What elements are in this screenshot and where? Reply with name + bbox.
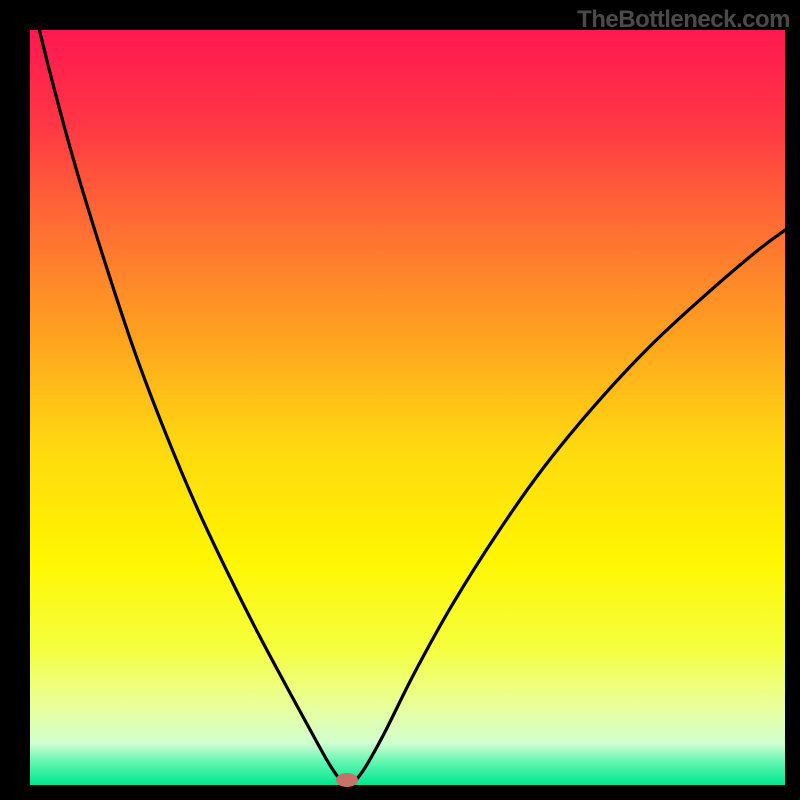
bottleneck-curve bbox=[30, 30, 785, 785]
plot-area bbox=[30, 30, 785, 785]
optimum-marker bbox=[336, 773, 358, 787]
watermark-text: TheBottleneck.com bbox=[577, 6, 790, 34]
